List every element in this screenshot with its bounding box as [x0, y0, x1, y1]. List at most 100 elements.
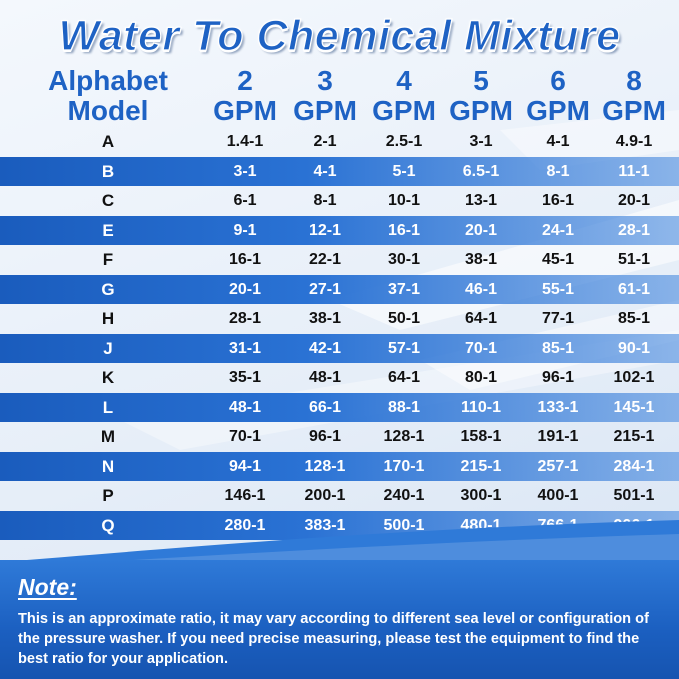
ratio-cell: 284-1: [613, 457, 655, 475]
ratio-cell: 240-1: [383, 487, 425, 504]
gpm-column-header: 5 GPM: [449, 65, 513, 126]
ratio-cell: 3-1: [233, 162, 257, 180]
note-heading: Note:: [18, 574, 77, 600]
model-cell: G: [101, 279, 115, 299]
ratio-cell: 61-1: [617, 280, 651, 298]
ratio-cell: 85-1: [541, 339, 575, 357]
table-row: J 31-1 42-1 57-1 70-1 85-1 90-1: [0, 333, 679, 363]
ratio-cell: 66-1: [308, 398, 342, 416]
ratio-cell: 16-1: [387, 221, 421, 239]
ratio-cell: 3-1: [469, 133, 493, 150]
model-cell: M: [100, 427, 116, 446]
table-row: C 6-1 8-1 10-1 13-1 16-1 20-1: [0, 186, 679, 216]
ratio-cell: 215-1: [613, 428, 655, 445]
ratio-cell: 102-1: [613, 369, 655, 386]
ratio-cell: 257-1: [537, 457, 579, 475]
ratio-cell: 50-1: [387, 310, 421, 327]
ratio-cell: 94-1: [228, 457, 262, 475]
ratio-cell: 28-1: [617, 221, 651, 239]
ratio-cell: 383-1: [304, 516, 346, 534]
table-row: F 16-1 22-1 30-1 38-1 45-1 51-1: [0, 245, 679, 275]
table-row: H 28-1 38-1 50-1 64-1 77-1 85-1: [0, 304, 679, 334]
ratio-cell: 70-1: [228, 428, 262, 445]
ratio-cell: 88-1: [387, 398, 421, 416]
ratio-cell: 400-1: [537, 487, 579, 504]
table-row: N 94-1 128-1 170-1 215-1 257-1 284-1: [0, 451, 679, 481]
gpm-column-header: 8 GPM: [602, 65, 666, 126]
ratio-cell: 38-1: [464, 251, 498, 268]
ratio-cell: 12-1: [308, 221, 342, 239]
ratio-cell: 6.5-1: [462, 162, 500, 180]
page-title: Water To Chemical Mixture: [58, 11, 621, 60]
ratio-cell: 24-1: [541, 221, 575, 239]
ratio-cell: 64-1: [464, 310, 498, 327]
ratio-cell: 200-1: [304, 487, 346, 504]
note-text: This is an approximate ratio, it may var…: [18, 611, 649, 667]
ratio-cell: 20-1: [228, 280, 262, 298]
ratio-cell: 128-1: [383, 428, 425, 445]
table-row: A 1.4-1 2-1 2.5-1 3-1 4-1 4.9-1: [0, 127, 679, 157]
ratio-cell: 45-1: [541, 251, 575, 268]
ratio-cell: 16-1: [228, 251, 262, 268]
ratio-cell: 8-1: [546, 162, 570, 180]
ratio-cell: 80-1: [464, 369, 498, 386]
ratio-cell: 30-1: [387, 251, 421, 268]
model-cell: F: [102, 250, 114, 269]
ratio-cell: 300-1: [460, 487, 502, 504]
table-header: Alphabet Model 2 GPM 3 GPM 4 GPM 5 GPM 6 GPM …: [0, 64, 679, 126]
ratio-cell: 22-1: [308, 251, 342, 268]
ratio-cell: 4-1: [546, 133, 570, 150]
ratio-cell: 10-1: [387, 192, 421, 209]
ratio-cell: 16-1: [541, 192, 575, 209]
model-cell: C: [101, 191, 115, 210]
ratio-cell: 55-1: [541, 280, 575, 298]
ratio-cell: 20-1: [617, 192, 651, 209]
ratio-cell: 146-1: [224, 487, 266, 504]
ratio-cell: 42-1: [308, 339, 342, 357]
gpm-column-header: 2 GPM: [213, 65, 277, 126]
ratio-cell: 51-1: [617, 251, 651, 268]
table-row: M 70-1 96-1 128-1 158-1 191-1 215-1: [0, 422, 679, 452]
table-row: B 3-1 4-1 5-1 6.5-1 8-1 11-1: [0, 156, 679, 186]
model-cell: J: [103, 338, 113, 358]
model-cell: P: [102, 486, 114, 505]
ratio-cell: 1.4-1: [226, 133, 264, 150]
table-row: P 146-1 200-1 240-1 300-1 400-1 501-1: [0, 481, 679, 511]
ratio-cell: 158-1: [460, 428, 502, 445]
ratio-cell: 170-1: [383, 457, 425, 475]
model-cell: Q: [101, 515, 115, 535]
model-cell: B: [101, 161, 115, 181]
ratio-cell: 20-1: [464, 221, 498, 239]
ratio-cell: 77-1: [541, 310, 575, 327]
ratio-cell: 280-1: [224, 516, 266, 534]
ratio-cell: 27-1: [308, 280, 342, 298]
gpm-column-header: 6 GPM: [526, 65, 590, 126]
ratio-cell: 501-1: [613, 487, 655, 504]
ratio-cell: 96-1: [541, 369, 575, 386]
ratio-cell: 11-1: [618, 162, 650, 180]
ratio-cell: 38-1: [308, 310, 342, 327]
ratio-cell: 500-1: [383, 516, 425, 534]
model-cell: K: [101, 368, 115, 387]
table-row: E 9-1 12-1 16-1 20-1 24-1 28-1: [0, 215, 679, 245]
note-panel: [0, 560, 679, 679]
model-cell: N: [101, 456, 115, 476]
ratio-cell: 5-1: [392, 162, 416, 180]
model-cell: H: [101, 309, 115, 328]
ratio-cell: 2-1: [313, 133, 337, 150]
gpm-column-header: 3 GPM: [293, 65, 357, 126]
ratio-cell: 4.9-1: [615, 133, 653, 150]
ratio-cell: 191-1: [537, 428, 579, 445]
ratio-cell: 37-1: [387, 280, 421, 298]
ratio-cell: 35-1: [228, 369, 262, 386]
ratio-cell: 145-1: [613, 398, 655, 416]
ratio-cell: 9-1: [233, 221, 257, 239]
table-row: L 48-1 66-1 88-1 110-1 133-1 145-1: [0, 392, 679, 422]
ratio-cell: 110-1: [460, 398, 502, 416]
ratio-cell: 70-1: [464, 339, 498, 357]
ratio-cell: 48-1: [308, 369, 342, 386]
ratio-cell: 128-1: [304, 457, 346, 475]
ratio-cell: 2.5-1: [385, 133, 423, 150]
ratio-cell: 133-1: [537, 398, 579, 416]
ratio-cell: 46-1: [464, 280, 498, 298]
